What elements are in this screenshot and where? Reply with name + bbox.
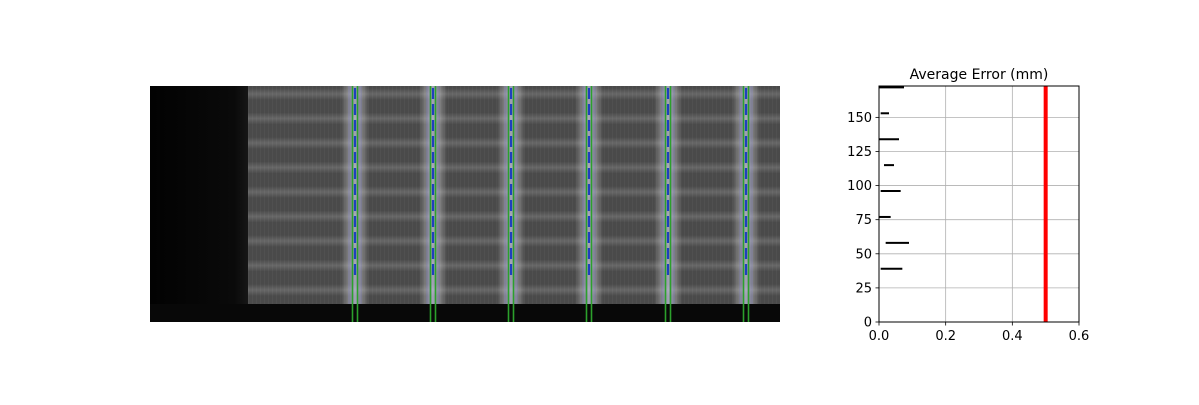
x-tick-label: 0.6: [1069, 329, 1090, 344]
y-tick-label: 75: [855, 213, 872, 228]
x-tick-label: 0.4: [1002, 329, 1023, 344]
y-tick-label: 150: [847, 111, 872, 126]
y-axis-ticks: 0 25 50 75 100 125 150: [847, 111, 879, 331]
y-tick-label: 125: [847, 145, 872, 160]
y-tick-label: 50: [855, 247, 872, 262]
image-panel: [150, 86, 780, 322]
error-segments: [879, 86, 909, 270]
chart-grid: [878, 86, 1080, 323]
x-tick-label: 0.0: [869, 329, 890, 344]
error-chart: Average Error (mm) 0.0 0.2 0.4 0.6 0 25 50 75 1…: [847, 67, 1089, 344]
x-tick-label: 0.2: [935, 329, 956, 344]
chart-title: Average Error (mm): [910, 67, 1049, 83]
image-dark-bottom-region: [150, 304, 780, 322]
chart-frame: [878, 85, 1080, 323]
y-tick-label: 0: [864, 316, 872, 331]
image-markers: [351, 86, 750, 322]
y-tick-label: 25: [855, 281, 872, 296]
image-dark-left-region: [150, 86, 248, 322]
y-tick-label: 100: [847, 179, 872, 194]
x-axis-ticks: 0.0 0.2 0.4 0.6: [869, 322, 1090, 344]
